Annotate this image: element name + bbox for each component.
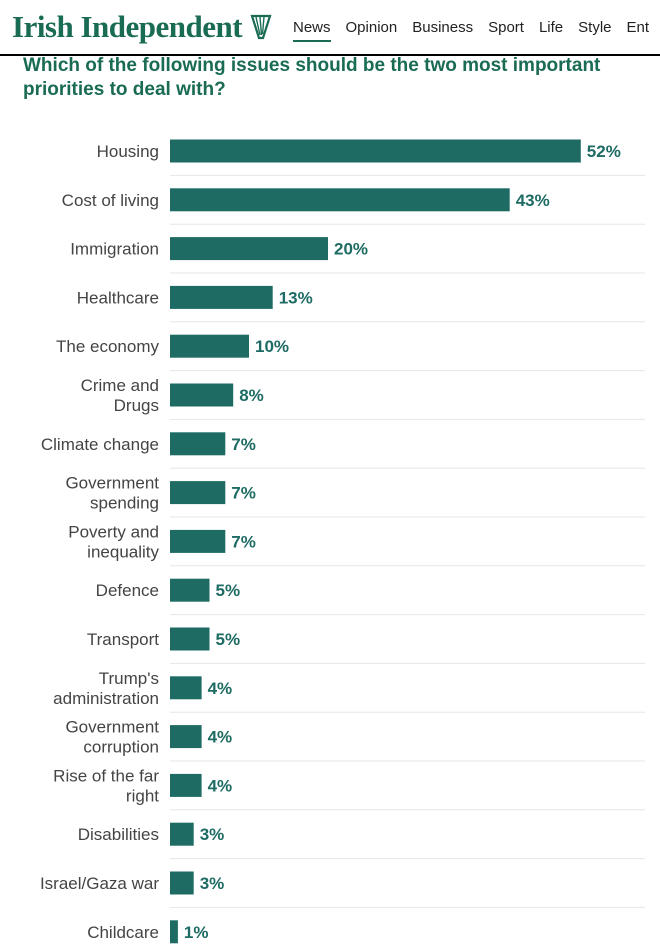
nav-style[interactable]: Style (578, 19, 612, 36)
category-label: Poverty and (68, 522, 159, 541)
value-label: 4% (208, 679, 233, 698)
value-label: 3% (200, 825, 225, 844)
bar (170, 432, 226, 456)
bar (170, 334, 249, 358)
bar (170, 725, 202, 749)
nav-ent[interactable]: Ent (626, 19, 650, 36)
brand-logo[interactable]: Irish Independent (12, 7, 272, 47)
value-label: 13% (279, 288, 313, 307)
value-label: 5% (216, 581, 241, 600)
value-label: 4% (208, 776, 233, 795)
bar (170, 920, 178, 944)
nav-news[interactable]: News (293, 17, 331, 42)
category-label: Government (65, 474, 159, 493)
value-label: 4% (208, 728, 233, 747)
nav-sport[interactable]: Sport (488, 19, 524, 36)
category-label: Immigration (70, 240, 159, 259)
category-label: Rise of the far (53, 766, 159, 785)
category-label: Crime and (81, 376, 159, 395)
value-label: 7% (231, 484, 256, 503)
brand-name: Irish Independent (12, 9, 243, 44)
value-label: 20% (334, 240, 368, 259)
value-label: 1% (184, 923, 209, 942)
bar (170, 676, 202, 700)
value-label: 3% (200, 874, 225, 893)
category-label: Transport (87, 630, 159, 649)
bar (170, 139, 581, 163)
category-label: inequality (87, 542, 159, 561)
category-label: Cost of living (62, 191, 159, 210)
chart-title: Which of the following issues should be … (23, 55, 601, 100)
category-label: Israel/Gaza war (40, 874, 159, 893)
category-label: Government (65, 718, 159, 737)
nav-life[interactable]: Life (538, 19, 564, 36)
bar (170, 481, 226, 505)
bar (170, 285, 273, 309)
nav-business[interactable]: Business (412, 19, 474, 36)
bar (170, 822, 194, 846)
category-label: Drugs (114, 396, 159, 415)
value-label: 52% (587, 142, 621, 161)
category-label: Housing (97, 142, 159, 161)
category-label: Healthcare (77, 288, 159, 307)
value-label: 8% (239, 386, 264, 405)
category-label: spending (90, 494, 159, 513)
category-label: Childcare (87, 923, 159, 942)
value-label: 5% (216, 630, 241, 649)
masthead-rule (0, 54, 660, 56)
category-label: Disabilities (78, 825, 159, 844)
bar (170, 627, 210, 651)
bar (170, 188, 510, 212)
category-label: Defence (96, 581, 159, 600)
bar (170, 529, 226, 553)
value-label: 7% (231, 435, 256, 454)
category-label: The economy (56, 337, 159, 356)
category-label: corruption (83, 738, 159, 757)
category-label: Trump's (99, 669, 159, 688)
nav-opinion[interactable]: Opinion (345, 19, 398, 36)
bar (170, 237, 328, 261)
masthead: Irish Independent News Opinion Business … (0, 0, 660, 58)
bar (170, 578, 210, 602)
value-label: 43% (516, 191, 550, 210)
category-label: right (126, 786, 159, 805)
main-nav: News Opinion Business Sport Life Style E… (293, 17, 660, 42)
bar (170, 773, 202, 797)
category-label: administration (53, 689, 159, 708)
bar (170, 871, 194, 895)
value-label: 10% (255, 337, 289, 356)
harp-icon (250, 14, 272, 40)
bar (170, 383, 234, 407)
value-label: 7% (231, 532, 256, 551)
category-label: Climate change (41, 435, 159, 454)
